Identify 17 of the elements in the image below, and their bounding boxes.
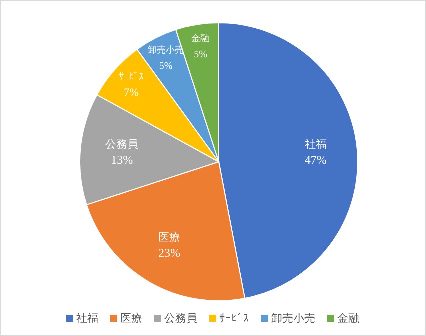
legend-label: 社福 bbox=[76, 312, 98, 325]
slice-label: 社福 bbox=[304, 138, 327, 151]
legend-label: ｻｰﾋﾞｽ bbox=[220, 312, 250, 325]
data-label: 23% bbox=[158, 246, 180, 260]
legend-label: 金融 bbox=[338, 313, 360, 325]
data-label: 13% bbox=[111, 152, 134, 167]
legend-label: 卸売小売 bbox=[272, 312, 316, 325]
data-label: 5% bbox=[159, 60, 173, 72]
legend-label: 公務員 bbox=[164, 313, 198, 325]
data-label: 47% bbox=[304, 152, 327, 167]
data-label: 7% bbox=[124, 86, 139, 99]
slice-label: 公務員 bbox=[106, 138, 139, 151]
slice-label: 金融 bbox=[192, 34, 210, 44]
legend-label: 医療 bbox=[120, 312, 142, 325]
data-label: 5% bbox=[194, 50, 208, 61]
slice-label: 医療 bbox=[158, 230, 180, 244]
slice-label: ｻｰﾋﾞｽ bbox=[118, 70, 144, 83]
